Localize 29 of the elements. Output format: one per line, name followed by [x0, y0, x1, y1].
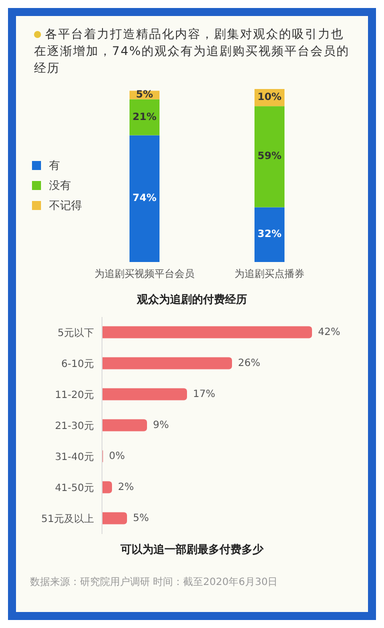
data-label: 26%: [238, 358, 260, 369]
data-label: 21%: [132, 112, 156, 123]
legend-label: 不记得: [49, 198, 82, 213]
x-tick-label: 为追剧买视频平台会员: [94, 268, 194, 280]
data-label: 17%: [193, 388, 216, 400]
y-tick-label: 21-30元: [54, 421, 94, 432]
chart-subtitle: 各平台着力打造精品化内容，剧集对观众的吸引力也在逐渐增加，74%的观众有为追剧购买视频平台会员的经历: [34, 27, 350, 75]
source-note: 数据来源：研究院用户调研 时间：截至2020年6月30日: [29, 576, 278, 589]
data-label: 5%: [133, 512, 149, 524]
y-tick-label: 11-20元: [54, 390, 94, 402]
text: 观众为追剧的付费经历: [137, 292, 247, 307]
data-label: 74%: [132, 193, 156, 204]
data-label: 42%: [318, 326, 340, 338]
data-label: 9%: [153, 420, 169, 431]
data-label: 10%: [258, 92, 282, 104]
y-tick-label: 51元及以上: [41, 513, 94, 526]
legend-label: 有: [49, 158, 60, 173]
data-label: 2%: [118, 482, 134, 493]
text: 可以为追一部剧最多付费多少: [120, 542, 264, 557]
y-tick-label: 5元以下: [58, 327, 94, 340]
data-label: 59%: [258, 151, 282, 162]
data-label: 0%: [109, 450, 125, 462]
legend-label: 没有: [49, 178, 71, 193]
x-tick-label: 为追剧买点播券: [234, 268, 304, 280]
y-tick-label: 6-10元: [61, 359, 94, 370]
data-label: 5%: [136, 89, 153, 100]
y-tick-label: 31-40元: [54, 452, 94, 464]
y-tick-label: 41-50元: [54, 483, 94, 494]
data-label: 32%: [258, 229, 282, 240]
